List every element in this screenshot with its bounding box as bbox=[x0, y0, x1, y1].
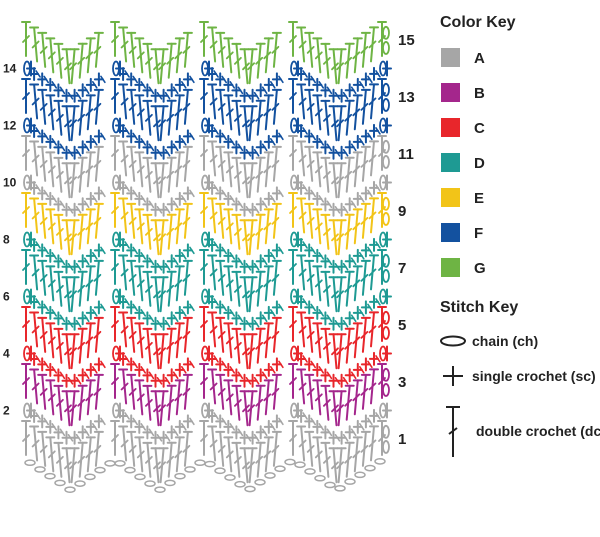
row-number-4: 4 bbox=[3, 347, 10, 361]
stitch-key: Stitch Key chain (ch) single crochet (sc… bbox=[440, 299, 600, 457]
stitch-key-label-dc: double crochet (dc) bbox=[476, 423, 600, 439]
stitch-row-8 bbox=[23, 231, 392, 274]
color-swatch-f bbox=[441, 223, 460, 242]
row-numbers: 15 14 13 12 11 10 9 8 7 6 5 4 3 2 1 bbox=[3, 32, 415, 448]
color-key-label-g: G bbox=[474, 260, 486, 277]
color-swatch-b bbox=[441, 83, 460, 102]
color-key-label-c: C bbox=[474, 120, 485, 137]
row-number-5: 5 bbox=[398, 317, 406, 334]
stitch-row-4 bbox=[23, 345, 392, 388]
row-number-14: 14 bbox=[3, 62, 17, 76]
stitch-row-7 bbox=[21, 249, 390, 313]
row-number-1: 1 bbox=[398, 431, 406, 448]
row-number-11: 11 bbox=[398, 146, 414, 163]
single-crochet-icon bbox=[443, 366, 463, 386]
color-key: Color Key A B C D E F G bbox=[440, 14, 516, 277]
row-number-7: 7 bbox=[398, 260, 406, 277]
stitch-row-6 bbox=[23, 288, 392, 331]
stitch-row-13 bbox=[21, 78, 390, 142]
stitch-key-title: Stitch Key bbox=[440, 299, 518, 316]
color-swatch-c bbox=[441, 118, 460, 137]
row-number-10: 10 bbox=[3, 176, 17, 190]
color-key-label-f: F bbox=[474, 225, 483, 242]
row-number-2: 2 bbox=[3, 404, 10, 418]
stitch-row-10 bbox=[23, 174, 392, 217]
color-key-label-b: B bbox=[474, 85, 485, 102]
stitch-row-11 bbox=[21, 135, 390, 199]
stitch-key-label-sc: single crochet (sc) bbox=[472, 368, 596, 384]
row-number-8: 8 bbox=[3, 233, 10, 247]
row-number-12: 12 bbox=[3, 119, 17, 133]
color-swatch-d bbox=[441, 153, 460, 172]
row-number-6: 6 bbox=[3, 290, 10, 304]
row-number-13: 13 bbox=[398, 89, 415, 106]
color-swatch-e bbox=[441, 188, 460, 207]
color-key-label-d: D bbox=[474, 155, 485, 172]
stitch-row-9 bbox=[21, 192, 390, 256]
color-swatch-g bbox=[441, 258, 460, 277]
stitch-row-5 bbox=[21, 306, 390, 370]
foundation-chain bbox=[24, 457, 386, 494]
stitch-row-12 bbox=[23, 117, 392, 160]
stitch-row-1 bbox=[21, 420, 390, 484]
stitch-row-15 bbox=[21, 21, 390, 85]
stitch-key-label-chain: chain (ch) bbox=[472, 333, 538, 349]
color-key-label-a: A bbox=[474, 50, 485, 67]
double-crochet-icon bbox=[446, 406, 460, 457]
row-number-9: 9 bbox=[398, 203, 406, 220]
stitch-pattern bbox=[21, 21, 392, 494]
row-number-3: 3 bbox=[398, 374, 406, 391]
stitch-row-2 bbox=[23, 402, 392, 445]
color-key-label-e: E bbox=[474, 190, 484, 207]
chain-icon bbox=[440, 335, 466, 347]
color-key-title: Color Key bbox=[440, 14, 516, 31]
color-swatch-a bbox=[441, 48, 460, 67]
stitch-row-3 bbox=[21, 363, 390, 427]
row-number-15: 15 bbox=[398, 32, 415, 49]
stitch-row-14 bbox=[23, 60, 392, 103]
